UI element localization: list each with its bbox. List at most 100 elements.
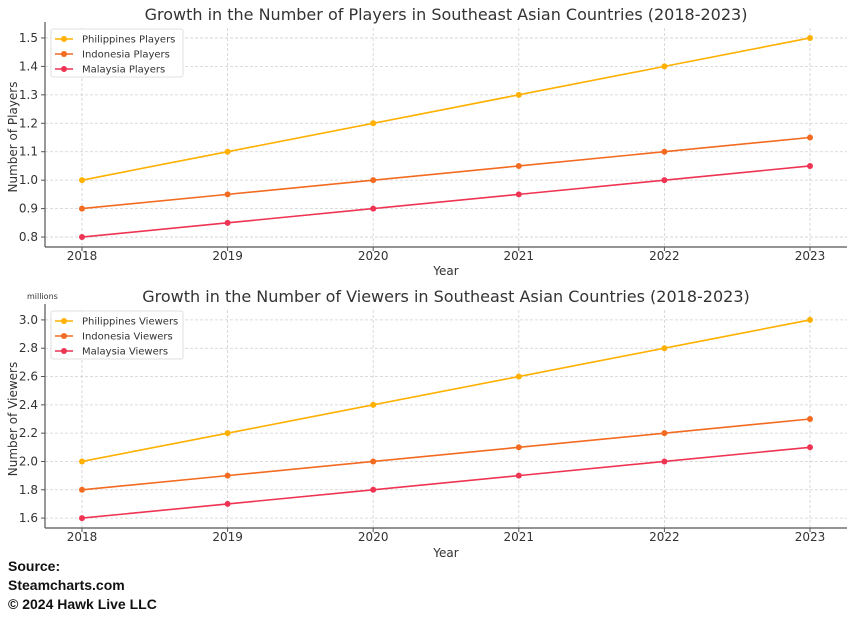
viewers-legend-label: Malaysia Viewers bbox=[82, 347, 168, 358]
players-data-point bbox=[661, 63, 668, 70]
viewers-data-point bbox=[224, 430, 231, 437]
viewers-data-point bbox=[224, 472, 231, 479]
viewers-y-tick-label: 1.6 bbox=[19, 511, 38, 525]
players-data-point bbox=[224, 148, 231, 155]
viewers-grid bbox=[45, 310, 847, 528]
players-y-tick-label: 0.8 bbox=[19, 230, 38, 244]
players-y-ticks: 0.8 0.9 1.0 1.1 1.2 1.3 1.4 1.5 bbox=[19, 31, 45, 244]
players-legend-label: Indonesia Players bbox=[82, 50, 170, 61]
viewers-data-point bbox=[515, 373, 522, 380]
players-legend-label: Philippines Players bbox=[82, 35, 175, 46]
players-data-point bbox=[807, 134, 813, 141]
players-legend: Philippines Players Indonesia Players Mala… bbox=[50, 28, 184, 78]
players-data-point bbox=[224, 191, 231, 198]
players-legend-marker bbox=[61, 66, 67, 72]
viewers-x-tick-label: 2020 bbox=[358, 530, 389, 544]
players-data-point bbox=[807, 162, 813, 169]
viewers-data-point bbox=[224, 500, 231, 507]
viewers-x-tick-label: 2021 bbox=[504, 530, 535, 544]
viewers-x-tick-label: 2019 bbox=[212, 530, 243, 544]
players-series-line-0 bbox=[81, 37, 811, 181]
source-footer: Source: Steamcharts.com © 2024 Hawk Live… bbox=[8, 557, 157, 614]
viewers-data-point bbox=[515, 444, 522, 451]
players-data-point bbox=[224, 219, 231, 226]
viewers-y-tick-label: 2.6 bbox=[19, 370, 38, 384]
viewers-legend-label: Philippines Viewers bbox=[82, 317, 178, 328]
viewers-data-point bbox=[79, 458, 85, 465]
viewers-y-tick-label: 2.4 bbox=[19, 398, 38, 412]
players-data-point bbox=[807, 34, 813, 41]
players-x-tick-label: 2020 bbox=[358, 249, 389, 263]
viewers-data-point bbox=[807, 444, 813, 451]
players-x-tick-label: 2022 bbox=[649, 249, 680, 263]
viewers-series-line-1 bbox=[81, 418, 811, 491]
viewers-data-point bbox=[79, 486, 85, 493]
players-chart-title: Growth in the Number of Players in South… bbox=[145, 5, 748, 24]
viewers-y-tick-label: 2.8 bbox=[19, 341, 38, 355]
players-data-point bbox=[370, 205, 377, 212]
players-y-tick-label: 1.4 bbox=[19, 59, 38, 73]
players-data-point bbox=[661, 177, 668, 184]
viewers-data-point bbox=[370, 458, 377, 465]
viewers-data-point bbox=[370, 486, 377, 493]
players-legend-label: Malaysia Players bbox=[82, 65, 165, 76]
viewers-data-point bbox=[515, 472, 522, 479]
players-data-point bbox=[79, 234, 85, 241]
viewers-y-tick-label: 1.8 bbox=[19, 483, 38, 497]
viewers-data-point bbox=[661, 458, 668, 465]
players-data-point bbox=[370, 120, 377, 127]
viewers-data-point bbox=[807, 416, 813, 422]
players-y-tick-label: 1.3 bbox=[19, 88, 38, 102]
players-chart: Growth in the Number of Players in South… bbox=[6, 5, 847, 278]
viewers-legend-box bbox=[50, 310, 184, 360]
viewers-chart: millions Growth in the Number of Viewers… bbox=[6, 287, 847, 560]
players-series-line-1 bbox=[81, 136, 811, 210]
players-data-point bbox=[515, 162, 522, 169]
players-data-point bbox=[661, 148, 668, 155]
viewers-chart-title: Growth in the Number of Viewers in South… bbox=[142, 287, 749, 306]
viewers-x-ticks: 2018 2019 2020 2021 2022 2023 bbox=[67, 528, 826, 544]
copyright-text: © 2024 Hawk Live LLC bbox=[8, 596, 157, 612]
viewers-series bbox=[79, 316, 813, 522]
players-x-tick-label: 2021 bbox=[504, 249, 535, 263]
players-x-ticks: 2018 2019 2020 2021 2022 2023 bbox=[67, 247, 825, 263]
players-data-point bbox=[515, 191, 522, 198]
players-y-tick-label: 1.2 bbox=[19, 116, 38, 130]
players-data-point bbox=[79, 205, 85, 212]
players-series-line-2 bbox=[81, 165, 811, 238]
viewers-axes bbox=[44, 304, 847, 529]
viewers-y-tick-label: 3.0 bbox=[19, 313, 38, 327]
viewers-legend: Philippines Viewers Indonesia Viewers Mala… bbox=[50, 310, 184, 360]
players-x-tick-label: 2019 bbox=[212, 249, 243, 263]
viewers-data-point bbox=[807, 316, 813, 323]
viewers-legend-marker bbox=[61, 348, 67, 354]
players-y-tick-label: 0.9 bbox=[19, 202, 38, 216]
players-data-point bbox=[370, 177, 377, 184]
viewers-y-tick-label: 2.0 bbox=[19, 454, 38, 468]
viewers-x-tick-label: 2023 bbox=[795, 530, 826, 544]
viewers-data-point bbox=[79, 515, 85, 522]
viewers-y-tick-label: 2.2 bbox=[19, 426, 38, 440]
viewers-legend-marker bbox=[61, 333, 67, 339]
players-legend-marker bbox=[61, 51, 67, 57]
players-x-tick-label: 2018 bbox=[67, 249, 98, 263]
players-data-point bbox=[515, 91, 522, 98]
players-legend-box bbox=[50, 28, 184, 78]
players-series bbox=[79, 34, 813, 241]
viewers-data-point bbox=[661, 430, 668, 437]
players-y-axis-label: Number of Players bbox=[6, 82, 20, 193]
players-y-tick-label: 1.1 bbox=[19, 145, 38, 159]
viewers-y-ticks: 1.6 1.8 2.0 2.2 2.4 2.6 2.8 3.0 bbox=[19, 313, 45, 525]
viewers-x-axis-label: Year bbox=[432, 546, 458, 560]
players-legend-marker bbox=[61, 36, 67, 42]
viewers-series-line-2 bbox=[81, 446, 811, 519]
viewers-y-unit-label: millions bbox=[27, 292, 58, 301]
viewers-legend-marker bbox=[61, 318, 67, 324]
viewers-series-line-0 bbox=[81, 319, 811, 463]
players-y-tick-label: 1.0 bbox=[19, 173, 38, 187]
players-data-point bbox=[79, 177, 85, 184]
viewers-y-axis-label: Number of Viewers bbox=[6, 362, 20, 476]
players-axes bbox=[44, 22, 847, 248]
viewers-data-point bbox=[370, 401, 377, 408]
